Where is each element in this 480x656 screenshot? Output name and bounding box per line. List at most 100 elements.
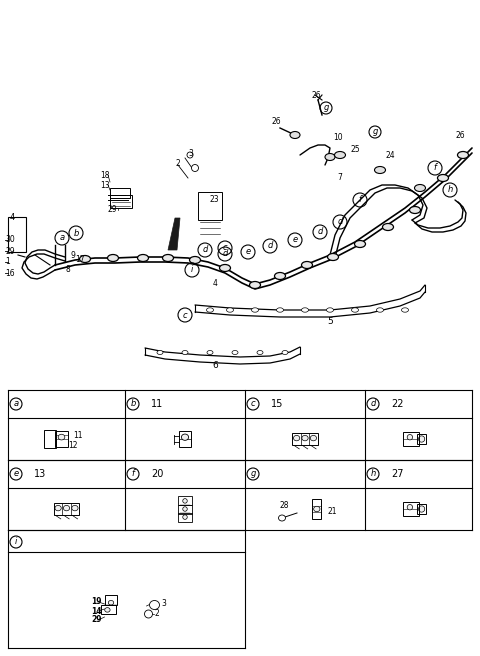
Text: 30: 30	[5, 236, 15, 245]
Text: 26: 26	[271, 117, 281, 127]
Bar	[178, 512, 192, 522]
Text: d: d	[222, 249, 228, 258]
Ellipse shape	[407, 434, 413, 440]
Ellipse shape	[252, 308, 259, 312]
Bar	[403, 502, 419, 516]
Ellipse shape	[293, 436, 300, 441]
Ellipse shape	[290, 131, 300, 138]
Text: 13: 13	[100, 180, 109, 190]
Text: 27: 27	[391, 469, 404, 479]
Text: h: h	[447, 186, 453, 194]
Text: 25: 25	[350, 146, 360, 155]
Text: e: e	[292, 236, 298, 245]
Text: i: i	[15, 537, 17, 546]
Text: 3: 3	[161, 600, 167, 609]
Text: 28: 28	[279, 501, 288, 510]
Ellipse shape	[278, 515, 286, 521]
Ellipse shape	[325, 154, 335, 161]
Ellipse shape	[335, 152, 346, 159]
Text: 13: 13	[34, 469, 46, 479]
Ellipse shape	[351, 308, 359, 312]
Ellipse shape	[301, 308, 309, 312]
Text: 11: 11	[151, 399, 163, 409]
Text: 2: 2	[155, 609, 159, 619]
Text: d: d	[202, 245, 208, 255]
Text: 9: 9	[71, 251, 75, 260]
Text: 5: 5	[327, 318, 333, 327]
Ellipse shape	[227, 308, 233, 312]
Text: a: a	[13, 400, 19, 409]
Text: 4: 4	[213, 279, 217, 287]
Text: c: c	[183, 310, 187, 319]
Ellipse shape	[206, 308, 214, 312]
Bar	[45, 430, 56, 447]
Text: c: c	[251, 400, 255, 409]
Bar	[417, 504, 426, 514]
Text: f: f	[433, 163, 436, 173]
Ellipse shape	[302, 436, 308, 441]
Ellipse shape	[383, 224, 394, 230]
Text: h: h	[371, 470, 376, 478]
Ellipse shape	[137, 255, 148, 262]
Bar	[178, 497, 192, 505]
Text: 15: 15	[271, 399, 283, 409]
Text: b: b	[130, 400, 136, 409]
Ellipse shape	[187, 152, 193, 158]
Ellipse shape	[182, 350, 188, 354]
Text: f: f	[359, 195, 361, 205]
Text: d: d	[370, 400, 376, 409]
Text: 11: 11	[73, 432, 83, 440]
Text: 2: 2	[175, 159, 180, 167]
Bar	[292, 433, 318, 445]
Text: 7: 7	[337, 173, 342, 182]
Text: d: d	[317, 228, 323, 237]
Text: f: f	[132, 470, 134, 478]
Ellipse shape	[183, 506, 187, 511]
Ellipse shape	[419, 436, 425, 442]
Text: 29: 29	[92, 615, 102, 625]
Ellipse shape	[326, 308, 334, 312]
Ellipse shape	[72, 505, 78, 511]
Text: 1: 1	[5, 258, 10, 266]
Ellipse shape	[282, 350, 288, 354]
Bar	[417, 434, 426, 444]
Text: c: c	[223, 243, 228, 253]
Text: 8: 8	[66, 266, 71, 274]
Ellipse shape	[374, 167, 385, 173]
Ellipse shape	[157, 350, 163, 354]
Ellipse shape	[105, 607, 110, 612]
Bar	[55, 432, 68, 447]
Ellipse shape	[183, 499, 187, 503]
Bar	[403, 432, 419, 446]
Bar	[179, 431, 192, 447]
Ellipse shape	[301, 262, 312, 268]
Text: i: i	[191, 266, 193, 274]
Ellipse shape	[108, 600, 114, 605]
Text: 23: 23	[210, 195, 220, 205]
Text: 22: 22	[391, 399, 404, 409]
Ellipse shape	[232, 350, 238, 354]
Text: b: b	[73, 228, 79, 237]
Bar	[105, 594, 117, 605]
Text: 26: 26	[311, 91, 321, 100]
Ellipse shape	[327, 253, 338, 260]
Ellipse shape	[401, 308, 408, 312]
Text: g: g	[372, 127, 378, 136]
Text: 29: 29	[5, 247, 14, 255]
Ellipse shape	[108, 255, 119, 262]
Text: g: g	[250, 470, 256, 478]
Ellipse shape	[415, 184, 425, 192]
Ellipse shape	[192, 165, 199, 171]
Text: 18: 18	[100, 171, 109, 180]
Text: 4: 4	[10, 213, 14, 222]
Ellipse shape	[149, 600, 159, 609]
Bar	[178, 504, 192, 514]
Bar	[8, 217, 26, 252]
Ellipse shape	[457, 152, 468, 159]
Text: 16: 16	[5, 268, 14, 277]
Bar	[110, 195, 132, 208]
Ellipse shape	[257, 350, 263, 354]
Ellipse shape	[437, 174, 448, 182]
Ellipse shape	[310, 436, 316, 441]
Ellipse shape	[355, 241, 365, 247]
